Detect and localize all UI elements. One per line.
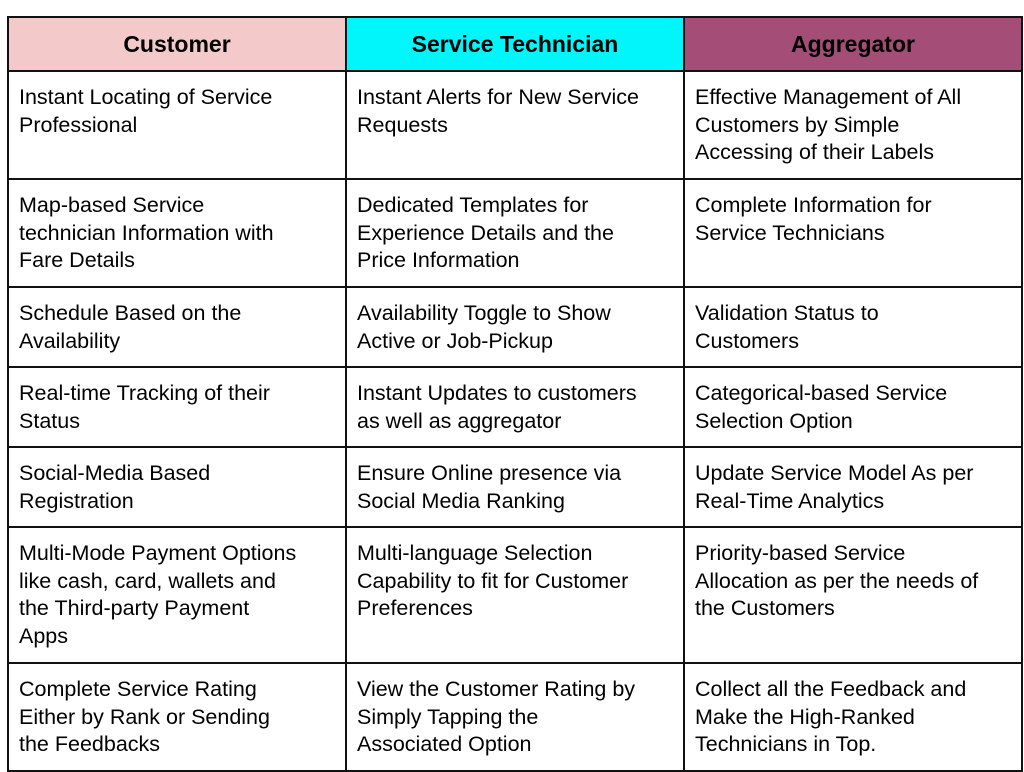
technician-cell: Multi-language Selection Capability to f… — [345, 526, 685, 664]
technician-cell: Instant Alerts for New Service Requests — [345, 70, 685, 180]
technician-cell: Instant Updates to customers as well as … — [345, 366, 685, 448]
table-row: Map-based Service technician Information… — [7, 178, 1023, 288]
header-service-technician: Service Technician — [345, 16, 685, 72]
table-row: Multi-Mode Payment Options like cash, ca… — [7, 526, 1023, 664]
technician-cell: Availability Toggle to Show Active or Jo… — [345, 286, 685, 368]
aggregator-cell: Update Service Model As per Real-Time An… — [683, 446, 1023, 528]
customer-cell: Social-Media Based Registration — [7, 446, 347, 528]
header-customer: Customer — [7, 16, 347, 72]
header-aggregator: Aggregator — [683, 16, 1023, 72]
table-row: Instant Locating of Service Professional… — [7, 70, 1023, 180]
technician-cell: View the Customer Rating by Simply Tappi… — [345, 662, 685, 772]
table-row: Social-Media Based Registration Ensure O… — [7, 446, 1023, 528]
aggregator-cell: Effective Management of All Customers by… — [683, 70, 1023, 180]
technician-cell: Dedicated Templates for Experience Detai… — [345, 178, 685, 288]
customer-cell: Multi-Mode Payment Options like cash, ca… — [7, 526, 347, 664]
aggregator-cell: Collect all the Feedback and Make the Hi… — [683, 662, 1023, 772]
technician-cell: Ensure Online presence via Social Media … — [345, 446, 685, 528]
feature-comparison-table: Customer Service Technician Aggregator I… — [7, 16, 1023, 772]
table-row: Real-time Tracking of their Status Insta… — [7, 366, 1023, 448]
aggregator-cell: Validation Status to Customers — [683, 286, 1023, 368]
customer-cell: Complete Service Rating Either by Rank o… — [7, 662, 347, 772]
table-row: Complete Service Rating Either by Rank o… — [7, 662, 1023, 772]
customer-cell: Schedule Based on the Availability — [7, 286, 347, 368]
aggregator-cell: Priority-based Service Allocation as per… — [683, 526, 1023, 664]
aggregator-cell: Complete Information for Service Technic… — [683, 178, 1023, 288]
aggregator-cell: Categorical-based Service Selection Opti… — [683, 366, 1023, 448]
customer-cell: Real-time Tracking of their Status — [7, 366, 347, 448]
customer-cell: Map-based Service technician Information… — [7, 178, 347, 288]
table-row: Schedule Based on the Availability Avail… — [7, 286, 1023, 368]
customer-cell: Instant Locating of Service Professional — [7, 70, 347, 180]
header-row: Customer Service Technician Aggregator — [7, 16, 1023, 72]
